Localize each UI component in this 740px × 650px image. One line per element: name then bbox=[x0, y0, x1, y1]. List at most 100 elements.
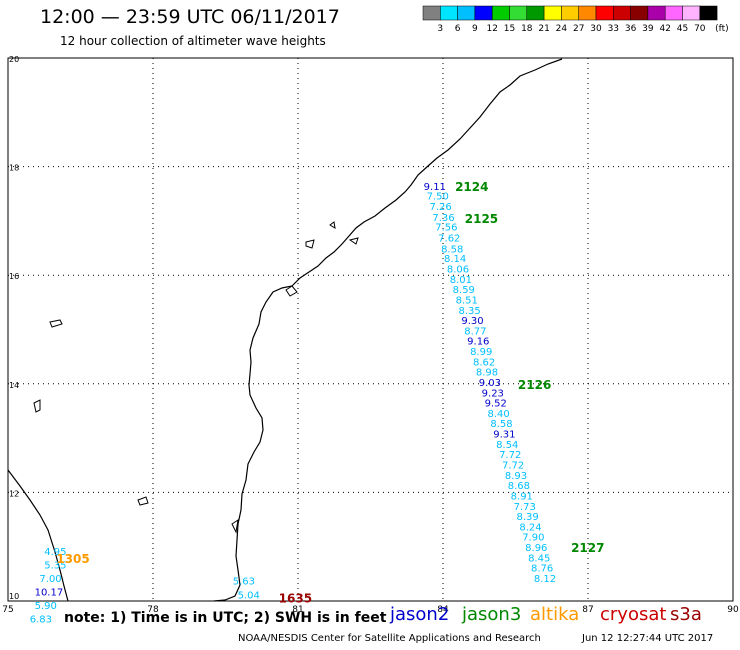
wave-height-reading: 8.93 bbox=[505, 471, 527, 482]
pass-labels: 2124 2125 2126 2127 1305 1635 bbox=[56, 180, 604, 606]
page-subtitle: 12 hour collection of altimeter wave hei… bbox=[60, 34, 326, 48]
scale-swatch bbox=[440, 5, 458, 21]
wave-height-reading: 8.62 bbox=[473, 357, 495, 368]
wave-height-reading: 7.90 bbox=[522, 533, 544, 544]
wave-height-reading: 7.26 bbox=[429, 202, 451, 213]
wave-height-reading: 7.73 bbox=[514, 502, 536, 513]
pass-number-label: 1635 bbox=[279, 592, 312, 606]
scale-swatch bbox=[561, 5, 579, 21]
wave-height-reading: 4.95 bbox=[44, 547, 66, 558]
map-frame bbox=[7, 57, 734, 602]
scale-swatch bbox=[474, 5, 493, 21]
wave-height-reading: 7.00 bbox=[39, 574, 61, 585]
wave-height-reading: 9.31 bbox=[493, 430, 515, 441]
scale-tick-label: 24 bbox=[556, 24, 568, 34]
scale-swatch bbox=[526, 5, 545, 21]
x-tick-label: 84 bbox=[437, 605, 449, 615]
scale-swatch bbox=[543, 5, 562, 21]
scale-tick-label: 33 bbox=[608, 24, 619, 34]
wave-height-reading: 8.39 bbox=[516, 512, 538, 523]
wave-height-reading: 5.90 bbox=[35, 601, 57, 612]
scale-swatch bbox=[491, 5, 510, 21]
wave-height-reading: 8.51 bbox=[456, 295, 478, 306]
wave-height-reading: 8.12 bbox=[534, 574, 556, 585]
wave-height-reading: 9.03 bbox=[479, 378, 501, 389]
wave-height-reading: 9.30 bbox=[461, 316, 483, 327]
wave-height-reading: 8.91 bbox=[511, 491, 533, 502]
island-outline-6 bbox=[231, 518, 239, 534]
scale-tick-label: 6 bbox=[455, 24, 461, 34]
wave-height-reading: 8.58 bbox=[441, 244, 463, 255]
y-tick-label: 12 bbox=[9, 489, 19, 498]
pass-number-label: 2124 bbox=[455, 180, 488, 194]
scale-tick-label: 36 bbox=[625, 24, 637, 34]
x-tick-label: 87 bbox=[582, 605, 593, 615]
scale-swatch bbox=[422, 5, 441, 21]
pass-number-label: 2126 bbox=[518, 378, 551, 392]
wave-height-reading: 9.23 bbox=[482, 388, 504, 399]
lake-outline-1 bbox=[285, 285, 298, 297]
scale-swatch bbox=[595, 5, 614, 21]
coastline-southwest bbox=[7, 469, 69, 602]
y-tick-label: 14 bbox=[9, 381, 19, 390]
footnote: note: 1) Time is in UTC; 2) SWH is in fe… bbox=[64, 610, 387, 626]
satellite-legend-s3a: s3a bbox=[670, 604, 702, 625]
scale-swatch bbox=[664, 5, 683, 21]
wave-height-reading: 8.06 bbox=[447, 264, 469, 275]
x-tick-label: 78 bbox=[147, 605, 159, 615]
page-title: 12:00 — 23:59 UTC 06/11/2017 bbox=[40, 6, 340, 28]
scale-swatch bbox=[699, 5, 718, 21]
wave-height-reading: 8.24 bbox=[519, 522, 541, 533]
pass-number-label: 2125 bbox=[465, 212, 498, 226]
scale-tick-label: 18 bbox=[521, 24, 533, 34]
wave-height-reading: 8.76 bbox=[531, 564, 553, 575]
wave-height-reading: 8.58 bbox=[490, 419, 512, 430]
wave-height-reading: 8.45 bbox=[528, 553, 550, 564]
island-outline-2 bbox=[33, 399, 41, 413]
wave-height-reading: 7.72 bbox=[502, 461, 524, 472]
generated-timestamp: Jun 12 12:27:44 UTC 2017 bbox=[582, 633, 714, 644]
satellite-legend-altika: altika bbox=[530, 604, 580, 625]
credit-line: NOAA/NESDIS Center for Satellite Applica… bbox=[238, 633, 541, 644]
wave-height-reading: 5.63 bbox=[233, 577, 255, 588]
scale-swatch bbox=[578, 5, 597, 21]
island-outline-5 bbox=[348, 237, 359, 245]
wave-height-reading: 8.54 bbox=[496, 440, 518, 451]
scale-tick-label: 12 bbox=[486, 24, 497, 34]
wave-height-reading: 9.16 bbox=[467, 337, 489, 348]
y-tick-label: 16 bbox=[9, 272, 19, 281]
wave-height-reading: 8.01 bbox=[450, 275, 472, 286]
wave-height-reading: 8.96 bbox=[525, 543, 547, 554]
scale-swatch bbox=[509, 5, 528, 21]
scale-tick-label: 21 bbox=[538, 24, 549, 34]
pass-number-label: 2127 bbox=[571, 541, 604, 555]
wave-height-reading: 5.35 bbox=[44, 560, 66, 571]
scale-swatch bbox=[630, 5, 649, 21]
island-outline-1 bbox=[49, 319, 63, 328]
wave-height-reading: 10.17 bbox=[35, 588, 64, 599]
island-outline-4 bbox=[305, 239, 315, 249]
coastline bbox=[213, 58, 563, 602]
wave-height-reading: 7.50 bbox=[427, 192, 449, 203]
map-gridlines bbox=[8, 58, 733, 601]
scale-swatch bbox=[682, 5, 701, 21]
scale-tick-label: 27 bbox=[573, 24, 584, 34]
wave-height-readings: 9.117.507.267.367.567.628.588.148.068.01… bbox=[30, 182, 556, 626]
x-tick-label: 75 bbox=[2, 605, 13, 615]
axis-tick-labels: 75 78 81 84 87 90 20 18 16 14 12 10 bbox=[2, 55, 739, 615]
scale-tick-label: 70 bbox=[694, 24, 706, 34]
island-outline-3 bbox=[137, 496, 149, 506]
y-tick-label: 10 bbox=[9, 592, 19, 601]
y-tick-label: 18 bbox=[9, 164, 19, 173]
wave-height-reading: 8.35 bbox=[458, 306, 480, 317]
scale-tick-label: 3 bbox=[437, 24, 443, 34]
color-scale-legend: 3 6 9 12 15 18 21 24 27 30 33 36 39 42 45 70 (ft) bbox=[422, 5, 729, 34]
scale-swatch bbox=[647, 5, 666, 21]
wave-height-reading: 8.68 bbox=[508, 481, 530, 492]
scale-tick-label: 30 bbox=[590, 24, 602, 34]
pass-number-label: 1305 bbox=[56, 552, 89, 566]
island-outline-7 bbox=[329, 221, 336, 229]
wave-height-reading: 8.98 bbox=[476, 368, 498, 379]
wave-height-reading: 8.40 bbox=[487, 409, 509, 420]
